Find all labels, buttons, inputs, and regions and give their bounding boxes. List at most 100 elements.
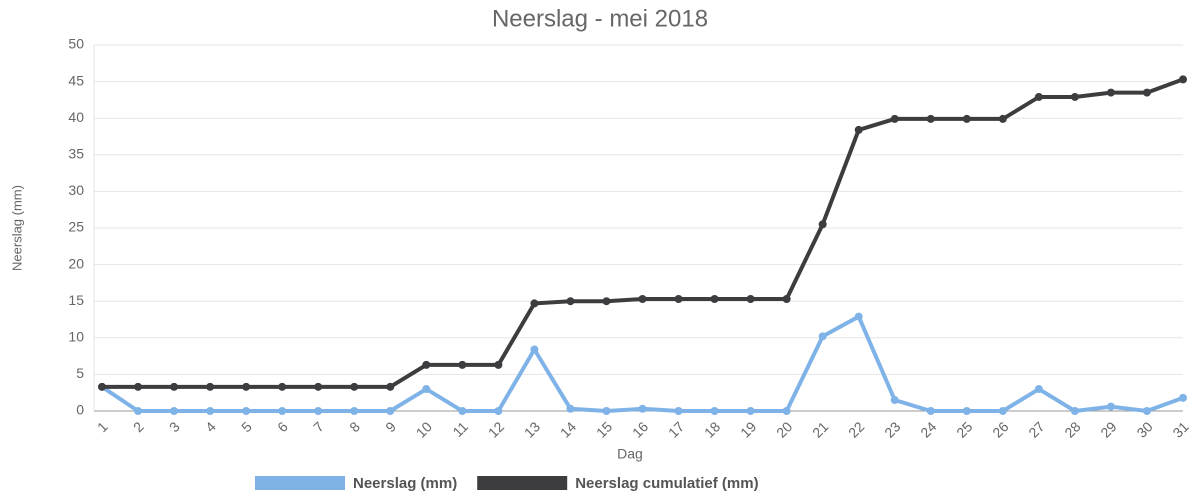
y-axis-label: Neerslag (mm) (9, 185, 24, 271)
data-point (422, 385, 431, 394)
data-point (1034, 385, 1043, 394)
data-point (926, 114, 935, 123)
data-point (602, 407, 611, 415)
x-tick-label: 17 (665, 418, 687, 440)
data-point (530, 345, 539, 354)
data-point (314, 382, 323, 391)
data-point (710, 295, 719, 304)
data-point (818, 332, 827, 341)
data-point (818, 220, 827, 229)
y-tick-label: 10 (68, 329, 84, 345)
legend-swatch (255, 476, 345, 490)
x-tick-label: 18 (701, 418, 723, 440)
data-point (350, 382, 359, 391)
x-tick-label: 8 (346, 418, 363, 435)
series-line (102, 77, 1184, 389)
x-tick-label: 29 (1097, 418, 1119, 440)
data-point (422, 360, 431, 369)
data-point (566, 404, 575, 413)
data-point (458, 407, 467, 415)
data-point (926, 407, 935, 415)
data-point (530, 299, 539, 308)
data-point (386, 382, 395, 391)
x-tick-label: 19 (737, 418, 759, 440)
data-point (1070, 92, 1079, 101)
x-axis-label: Dag (617, 446, 643, 462)
data-point (242, 382, 251, 391)
x-tick-label: 30 (1133, 418, 1155, 440)
data-point (962, 407, 971, 415)
data-point (1106, 402, 1115, 411)
legend-label: Neerslag (mm) (353, 475, 457, 492)
x-tick-label: 26 (989, 418, 1011, 440)
data-point (710, 407, 719, 415)
data-point (1179, 75, 1187, 84)
x-tick-label: 27 (1025, 418, 1047, 440)
y-tick-label: 50 (68, 36, 84, 52)
data-point (278, 382, 287, 391)
data-point (494, 407, 503, 415)
y-tick-label: 20 (68, 255, 84, 271)
y-tick-label: 40 (68, 109, 84, 125)
x-tick-label: 10 (413, 418, 435, 440)
x-tick-label: 16 (629, 418, 651, 440)
x-tick-label: 24 (917, 418, 939, 440)
data-point (782, 295, 791, 304)
data-point (638, 295, 647, 304)
data-point (278, 407, 287, 415)
data-point (782, 407, 791, 415)
x-tick-label: 12 (485, 418, 507, 440)
x-tick-label: 20 (773, 418, 795, 440)
data-point (458, 360, 467, 369)
x-tick-label: 9 (382, 418, 399, 435)
y-tick-label: 15 (68, 292, 84, 308)
data-point (890, 114, 899, 123)
x-tick-label: 15 (593, 418, 615, 440)
x-tick-label: 23 (881, 418, 903, 440)
data-point (170, 382, 179, 391)
legend-label: Neerslag cumulatief (mm) (575, 475, 758, 492)
data-point (854, 312, 863, 321)
data-point (602, 297, 611, 306)
x-tick-label: 11 (449, 418, 471, 440)
series-line (100, 313, 1184, 414)
data-point (1179, 393, 1187, 402)
data-point (1142, 88, 1151, 97)
data-point (98, 382, 106, 391)
data-point (890, 396, 899, 405)
data-point (746, 295, 755, 304)
x-tick-label: 14 (557, 418, 579, 440)
x-tick-label: 22 (845, 418, 867, 440)
x-tick-label: 6 (274, 418, 291, 435)
y-tick-label: 30 (68, 182, 84, 198)
data-point (998, 114, 1007, 123)
x-tick-label: 28 (1061, 418, 1083, 440)
data-point (1070, 407, 1079, 415)
x-tick-label: 25 (953, 418, 975, 440)
data-point (566, 297, 575, 306)
data-point (1034, 92, 1043, 101)
data-point (206, 407, 215, 415)
x-tick-label: 3 (166, 418, 183, 435)
data-point (206, 382, 215, 391)
data-point (386, 407, 395, 415)
data-point (674, 407, 683, 415)
chart-title: Neerslag - mei 2018 (492, 5, 708, 32)
data-point (1142, 407, 1151, 415)
x-tick-label: 1 (94, 418, 111, 435)
data-point (350, 407, 359, 415)
x-tick-label: 5 (238, 418, 255, 435)
y-tick-label: 35 (68, 146, 84, 162)
data-point (494, 360, 503, 369)
data-point (638, 404, 647, 413)
data-point (1106, 88, 1115, 97)
data-point (854, 125, 863, 134)
y-tick-label: 25 (68, 219, 84, 235)
data-point (314, 407, 323, 415)
data-point (170, 407, 179, 415)
x-tick-label: 13 (521, 418, 543, 440)
data-point (674, 295, 683, 304)
data-point (962, 114, 971, 123)
x-tick-label: 7 (310, 418, 327, 435)
